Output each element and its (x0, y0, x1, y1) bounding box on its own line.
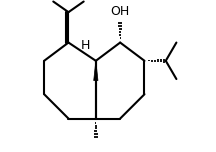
Text: H: H (81, 39, 90, 52)
Polygon shape (94, 61, 98, 81)
Text: OH: OH (111, 5, 130, 18)
